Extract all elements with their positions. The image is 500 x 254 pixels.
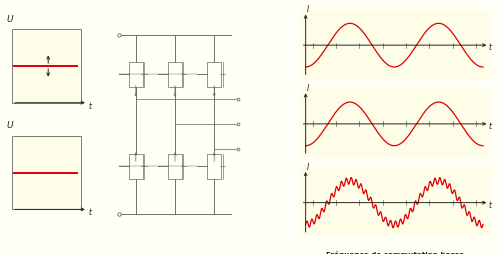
Text: t: t: [488, 43, 491, 52]
Text: t: t: [488, 122, 491, 131]
Text: U: U: [7, 15, 14, 24]
Text: Fréquence de commutation moyenne: Fréquence de commutation moyenne: [319, 172, 471, 180]
Text: I: I: [307, 163, 310, 172]
Bar: [12, 136, 80, 209]
Bar: [168, 154, 182, 179]
Text: I: I: [307, 5, 310, 14]
Bar: [129, 154, 143, 179]
Text: U: U: [7, 121, 14, 130]
Bar: [207, 62, 221, 87]
Text: Fréquence de commutation haute: Fréquence de commutation haute: [326, 94, 464, 101]
Text: t: t: [89, 208, 92, 217]
Text: I: I: [307, 84, 310, 93]
Text: Fréquence de commutation basse: Fréquence de commutation basse: [326, 251, 464, 254]
Bar: [129, 62, 143, 87]
Text: t: t: [488, 201, 491, 210]
Bar: [12, 29, 80, 103]
Text: t: t: [89, 102, 92, 110]
Bar: [168, 62, 182, 87]
Bar: [207, 154, 221, 179]
